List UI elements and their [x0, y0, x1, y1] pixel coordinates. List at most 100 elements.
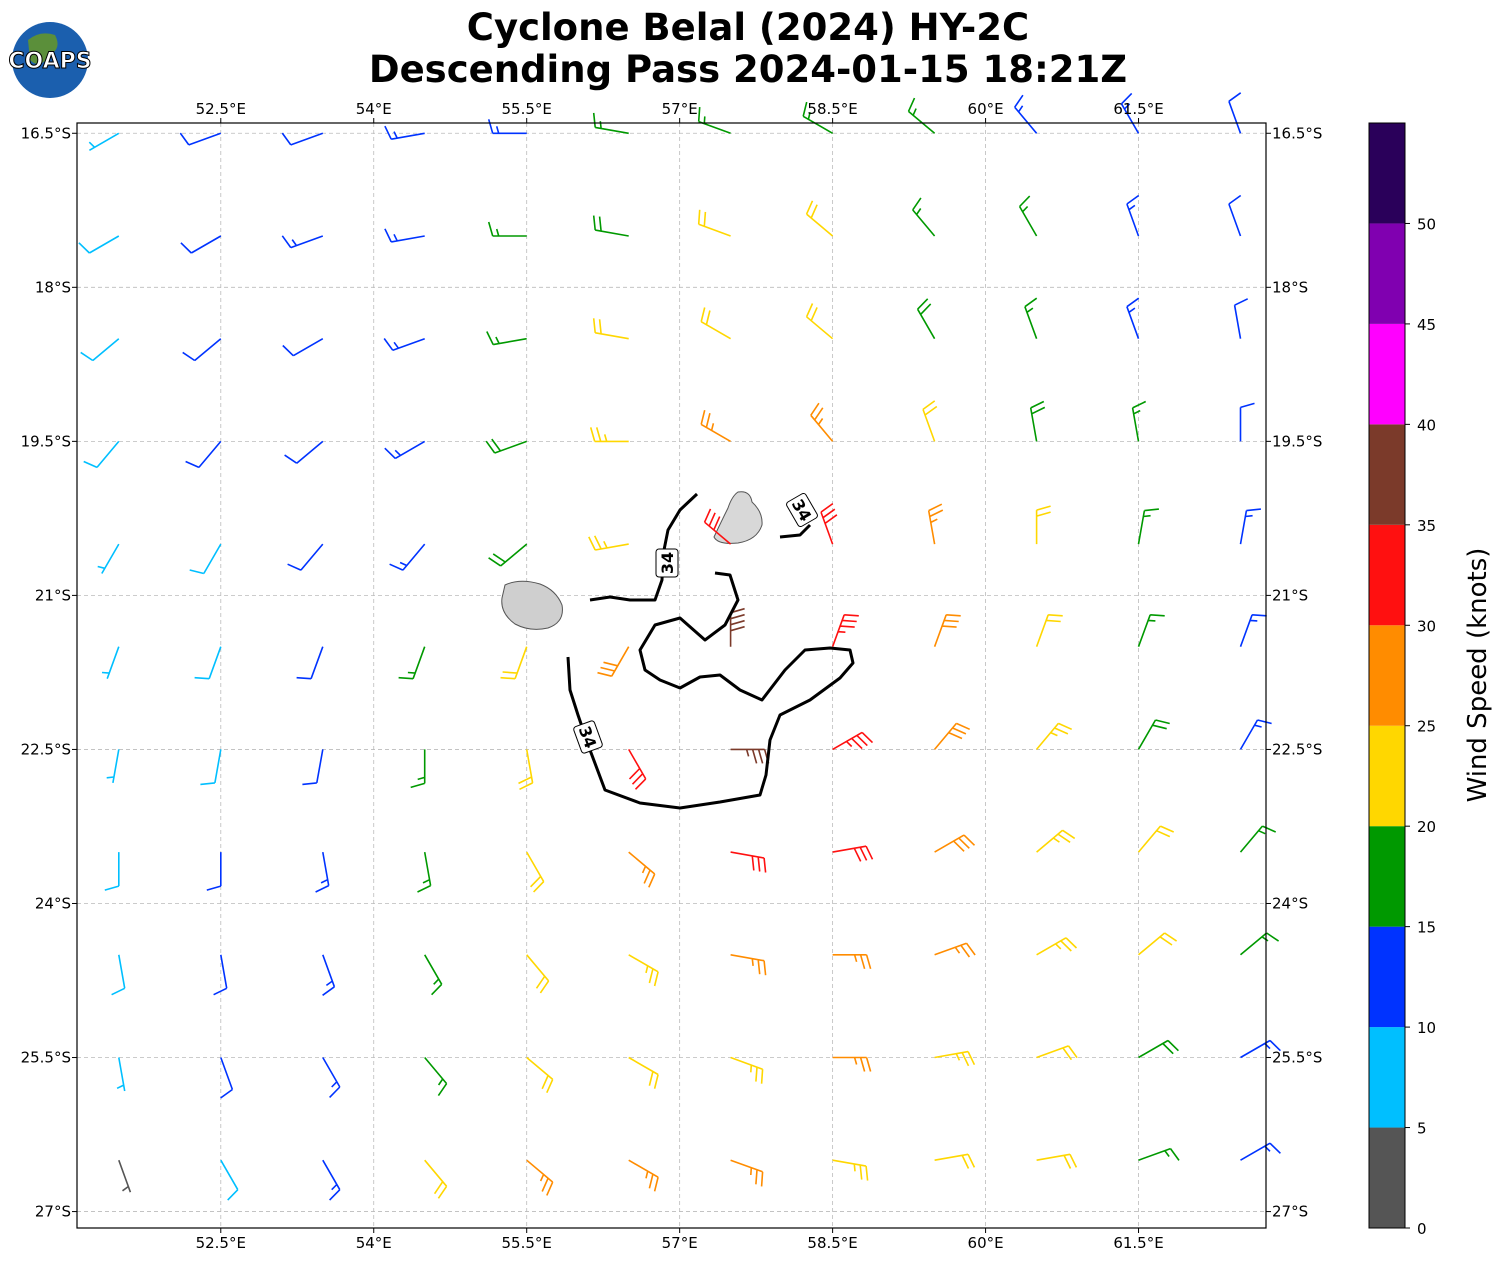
- colorbar-bin: [1369, 1027, 1405, 1128]
- chart-title: Cyclone Belal (2024) HY-2C: [467, 6, 1029, 49]
- plot-frame: [76, 122, 1267, 1229]
- wind-barb: [206, 852, 222, 891]
- wind-barb: [832, 731, 874, 751]
- wind-barb: [398, 646, 426, 680]
- contour-label: 34: [573, 720, 603, 754]
- x-tick-label: 60°E: [968, 100, 1004, 118]
- wind-barb: [1137, 825, 1175, 853]
- wind-barb: [1239, 614, 1267, 647]
- wind-barb: [1036, 1045, 1078, 1061]
- wind-barb: [1228, 92, 1242, 134]
- wind-barb: [1120, 92, 1140, 134]
- wind-barb: [185, 440, 222, 469]
- contours: [566, 492, 855, 810]
- wind-barb: [389, 543, 426, 571]
- wind-barb: [912, 197, 936, 237]
- colorbar-tick-label: 25: [1417, 718, 1436, 736]
- logo-land: [28, 33, 58, 64]
- wind-barb: [220, 1159, 239, 1201]
- wind-barb: [730, 748, 770, 764]
- wind-barb: [589, 427, 629, 443]
- wind-barb: [1233, 298, 1249, 339]
- y-tick-label: 27°S: [35, 1203, 71, 1221]
- wind-barb: [1239, 719, 1272, 750]
- contour-label-text: 34: [658, 552, 677, 574]
- wind-barb: [832, 954, 872, 970]
- wind-barb: [697, 107, 731, 135]
- wind-barb: [1239, 508, 1261, 545]
- wind-barb: [189, 543, 222, 575]
- wind-barb: [592, 215, 629, 237]
- colorbar-tick-label: 0: [1417, 1220, 1427, 1238]
- wind-barb: [118, 1159, 132, 1193]
- wind-barb: [1131, 400, 1147, 442]
- x-tick-label: 58.5°E: [807, 100, 857, 118]
- colorbar-bin: [1369, 323, 1405, 425]
- wind-barb: [805, 200, 834, 237]
- wind-barb: [802, 101, 834, 134]
- colorbar-bin: [1369, 524, 1405, 626]
- colorbar-bin: [1369, 725, 1405, 827]
- wind-barb: [488, 543, 528, 567]
- wind-barb: [80, 338, 120, 362]
- wind-barb: [697, 209, 731, 237]
- chart-subtitle: Descending Pass 2024-01-15 18:21Z: [369, 48, 1127, 91]
- y-tick-label: 21°S: [1272, 586, 1308, 604]
- wind-barb: [182, 338, 222, 362]
- colorbar-bin: [1369, 123, 1405, 224]
- colorbar-tick-label: 45: [1417, 316, 1436, 334]
- colorbar-frame: [1368, 122, 1406, 1229]
- wind-barb: [384, 125, 425, 140]
- wind-barb: [384, 228, 425, 243]
- wind-barb: [104, 852, 120, 891]
- wind-barb: [832, 1159, 869, 1181]
- x-tick-label: 52.5°E: [196, 100, 246, 118]
- colorbar: 0 5 10 15 20 25 30 35 40 45 50: [1368, 122, 1436, 1238]
- y-tick-label: 16.5°S: [21, 124, 71, 142]
- wind-barb: [1137, 508, 1159, 545]
- wind-barb: [1018, 195, 1038, 237]
- y-tick-label: 22.5°S: [21, 740, 71, 758]
- contour-label-box: [573, 720, 603, 754]
- wind-barb: [628, 851, 656, 888]
- wind-barb: [810, 402, 834, 442]
- colorbar-tick-label: 40: [1417, 416, 1436, 434]
- wind-barb: [487, 221, 527, 237]
- barbs: [78, 92, 1281, 1201]
- colorbar-bin: [1369, 625, 1405, 726]
- wind-barb: [703, 508, 732, 545]
- y-tick-label: 25.5°S: [21, 1049, 71, 1067]
- x-tick-label: 57°E: [662, 100, 698, 118]
- wind-barb: [500, 646, 528, 680]
- contour-label-box: [786, 492, 818, 528]
- wind-barb: [831, 614, 859, 647]
- wind-barb: [78, 235, 120, 254]
- wind-barb: [296, 646, 324, 680]
- contour-line: [779, 523, 812, 539]
- wind-barb: [1035, 614, 1063, 647]
- island: [501, 580, 563, 630]
- wind-barb: [322, 1057, 341, 1098]
- contour-label: 34: [655, 548, 679, 578]
- wind-barb: [424, 1159, 448, 1199]
- x-tick-label: 58.5°E: [807, 1234, 857, 1252]
- wind-barb: [628, 749, 647, 790]
- wind-barb: [700, 307, 732, 340]
- wind-barb: [111, 954, 126, 996]
- logo-text: COAPS: [8, 49, 91, 74]
- y-tick-label: 24°S: [35, 894, 71, 912]
- wind-barb: [486, 331, 527, 346]
- wind-barb: [927, 503, 944, 545]
- wind-barb: [200, 749, 222, 786]
- wind-barb: [907, 97, 936, 134]
- wind-barb: [284, 440, 324, 464]
- wind-barb: [106, 749, 120, 784]
- y-tick-label: 21°S: [35, 586, 71, 604]
- colorbar-bin: [1369, 926, 1405, 1028]
- contour-label-box: [655, 548, 679, 578]
- wind-barb: [805, 303, 834, 340]
- island: [713, 491, 763, 544]
- wind-barb: [424, 954, 443, 996]
- wind-barb: [820, 502, 838, 545]
